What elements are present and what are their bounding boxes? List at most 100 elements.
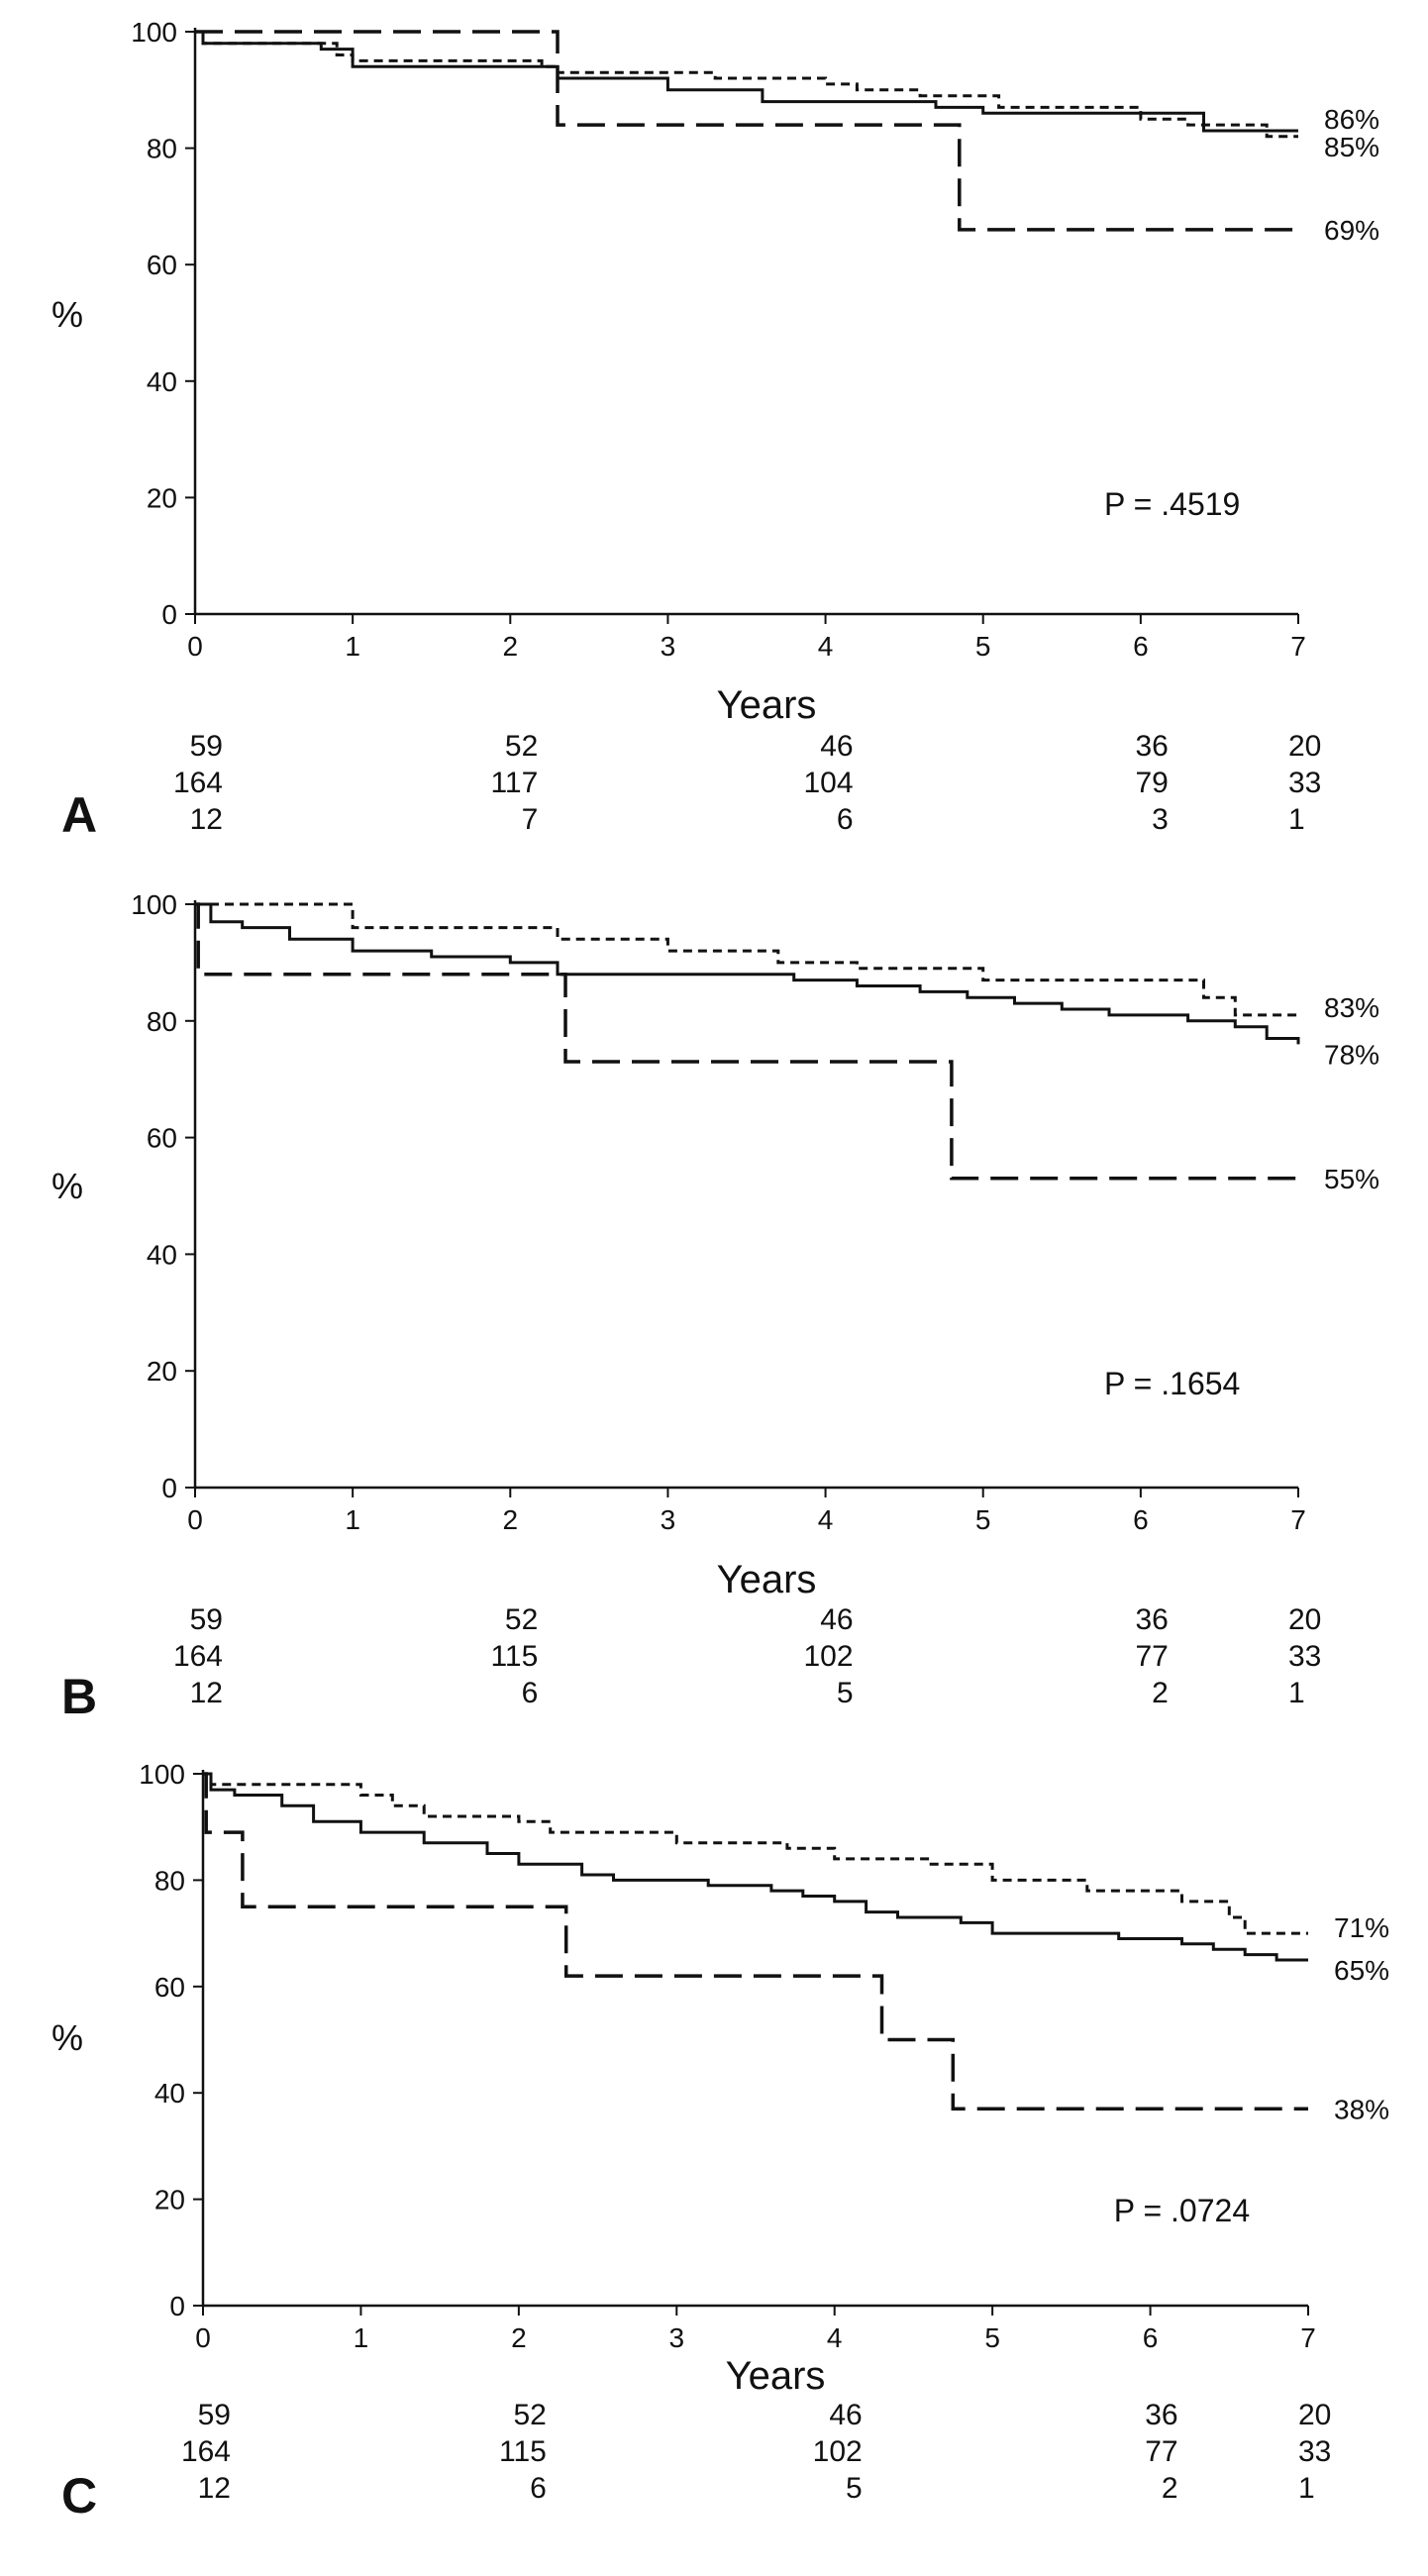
- at-risk-count: 164: [173, 767, 223, 799]
- survival-curve-short-dash: [195, 30, 1298, 139]
- at-risk-count: 20: [1288, 730, 1321, 763]
- end-label: 65%: [1334, 1955, 1389, 1986]
- at-risk-count: 33: [1288, 767, 1321, 799]
- at-risk-count: 33: [1298, 2435, 1331, 2468]
- y-axis-label: %: [51, 294, 83, 335]
- at-risk-count: 5: [837, 1677, 854, 1709]
- x-tick-label: 2: [502, 631, 518, 662]
- survival-curve-solid: [195, 902, 1300, 1045]
- x-tick-label: 7: [1290, 631, 1306, 662]
- panel-letter: A: [61, 787, 97, 843]
- at-risk-count: 104: [804, 767, 854, 799]
- at-risk-count: 6: [530, 2472, 547, 2505]
- at-risk-count: 5: [846, 2472, 863, 2505]
- at-risk-count: 1: [1288, 1677, 1305, 1709]
- at-risk-count: 117: [490, 767, 538, 799]
- at-risk-count: 3: [1152, 803, 1169, 836]
- at-risk-count: 20: [1288, 1603, 1321, 1636]
- x-tick-label: 1: [345, 631, 360, 662]
- at-risk-count: 46: [829, 2399, 862, 2431]
- at-risk-count: 46: [820, 1603, 853, 1636]
- x-tick-label: 3: [661, 1504, 676, 1535]
- y-tick-label: 20: [154, 2185, 185, 2215]
- x-tick-label: 3: [668, 2322, 684, 2353]
- survival-curve-short-dash: [195, 902, 1298, 1017]
- y-tick-label: 80: [147, 1006, 177, 1037]
- survival-curve-solid: [203, 1772, 1308, 1962]
- survival-curve-short-dash: [203, 1772, 1308, 1935]
- x-tick-label: 5: [975, 1504, 991, 1535]
- at-risk-count: 164: [173, 1640, 223, 1673]
- at-risk-count: 33: [1288, 1640, 1321, 1673]
- survival-curve-long-dash: [195, 902, 1298, 1181]
- at-risk-count: 6: [837, 803, 854, 836]
- y-tick-label: 60: [154, 1972, 185, 2003]
- end-label: 78%: [1324, 1039, 1379, 1070]
- y-tick-label: 60: [147, 250, 177, 280]
- end-label: 71%: [1334, 1912, 1389, 1943]
- y-tick-label: 20: [147, 1356, 177, 1387]
- end-label: 38%: [1334, 2094, 1389, 2124]
- at-risk-count: 36: [1135, 730, 1168, 763]
- at-risk-count: 102: [804, 1640, 854, 1673]
- x-tick-label: 1: [345, 1504, 360, 1535]
- y-tick-label: 0: [161, 1473, 177, 1503]
- y-tick-label: 100: [131, 889, 177, 920]
- at-risk-count: 7: [522, 803, 539, 836]
- y-axis-label: %: [51, 1166, 83, 1206]
- x-axis-label: Years: [717, 683, 817, 727]
- x-tick-label: 0: [187, 1504, 203, 1535]
- at-risk-count: 59: [190, 1603, 223, 1636]
- at-risk-count: 52: [505, 730, 538, 763]
- at-risk-count: 36: [1135, 1603, 1168, 1636]
- y-tick-label: 60: [147, 1123, 177, 1154]
- survival-curve-long-dash: [203, 1772, 1308, 2112]
- x-tick-label: 3: [661, 631, 676, 662]
- x-axis-label: Years: [726, 2354, 826, 2398]
- at-risk-count: 77: [1135, 1640, 1168, 1673]
- y-tick-label: 0: [161, 599, 177, 630]
- at-risk-count: 6: [522, 1677, 539, 1709]
- y-tick-label: 100: [139, 1759, 185, 1790]
- survival-curve-long-dash: [195, 30, 1298, 232]
- at-risk-count: 12: [190, 803, 223, 836]
- at-risk-count: 2: [1162, 2472, 1178, 2505]
- x-tick-label: 6: [1133, 631, 1149, 662]
- end-label: 83%: [1324, 992, 1379, 1023]
- at-risk-count: 59: [198, 2399, 231, 2431]
- end-label: 69%: [1324, 215, 1379, 246]
- x-tick-label: 0: [187, 631, 203, 662]
- at-risk-count: 59: [190, 730, 223, 763]
- y-tick-label: 0: [169, 2291, 185, 2321]
- x-tick-label: 4: [818, 1504, 834, 1535]
- at-risk-count: 12: [190, 1677, 223, 1709]
- at-risk-count: 36: [1145, 2399, 1177, 2431]
- y-tick-label: 80: [154, 1865, 185, 1896]
- x-tick-label: 4: [827, 2322, 843, 2353]
- x-tick-label: 5: [984, 2322, 1000, 2353]
- at-risk-count: 1: [1288, 803, 1305, 836]
- at-risk-count: 52: [513, 2399, 546, 2431]
- at-risk-count: 102: [813, 2435, 863, 2468]
- at-risk-count: 20: [1298, 2399, 1331, 2431]
- end-label: 86%: [1324, 104, 1379, 135]
- at-risk-count: 115: [499, 2435, 547, 2468]
- y-tick-label: 40: [147, 1239, 177, 1270]
- at-risk-count: 77: [1145, 2435, 1177, 2468]
- at-risk-count: 1: [1298, 2472, 1315, 2505]
- x-tick-label: 1: [354, 2322, 369, 2353]
- x-tick-label: 4: [818, 631, 834, 662]
- x-tick-label: 6: [1143, 2322, 1159, 2353]
- x-tick-label: 6: [1133, 1504, 1149, 1535]
- x-tick-label: 2: [511, 2322, 527, 2353]
- y-axis-label: %: [51, 2017, 83, 2058]
- at-risk-count: 115: [490, 1640, 538, 1673]
- at-risk-count: 79: [1135, 767, 1168, 799]
- end-label: 85%: [1324, 132, 1379, 162]
- at-risk-count: 164: [181, 2435, 231, 2468]
- y-tick-label: 40: [154, 2078, 185, 2109]
- survival-curve-solid: [195, 30, 1298, 133]
